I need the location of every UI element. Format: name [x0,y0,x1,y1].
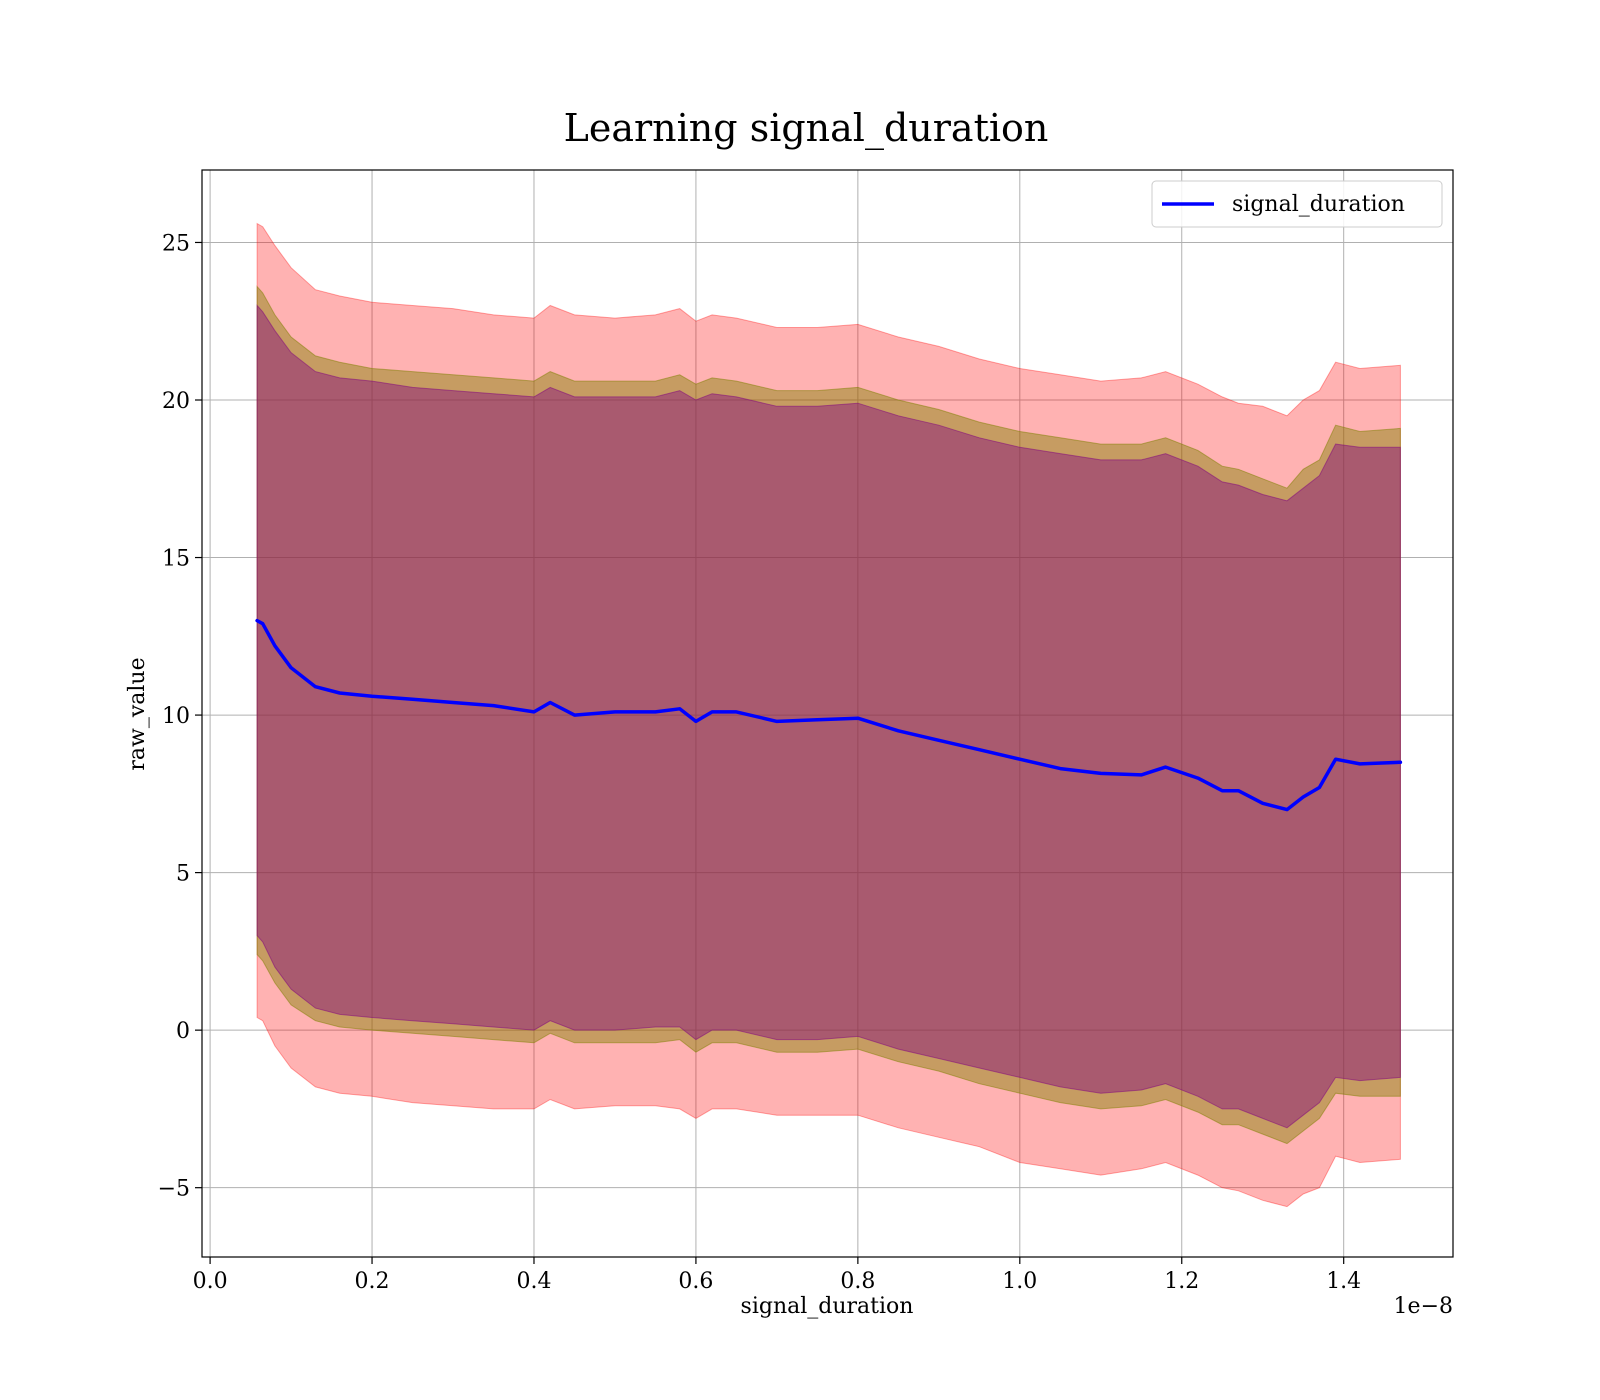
inner-band [256,304,1401,1129]
y-tick-label: 0 [176,1019,190,1044]
chart-title: Learning signal_duration [564,106,1049,151]
legend: signal_duration [1151,180,1443,228]
series-line-signal-duration [255,618,1403,812]
y-tick-label: 10 [162,704,190,729]
y-tick-label: 5 [176,862,190,887]
x-axis-label: signal_duration [741,1294,914,1319]
grid [202,170,1453,1257]
x-tick-label: 0.0 [193,1269,228,1294]
middle-band [256,285,1401,1145]
x-tick-label: 1.0 [1002,1269,1037,1294]
y-tick-label: 15 [162,547,190,572]
y-tick-label: 20 [162,389,190,414]
x-tick-label: 0.4 [516,1269,551,1294]
x-tick-label: 1.2 [1164,1269,1199,1294]
legend-label-signal-duration: signal_duration [1232,192,1405,217]
y-axis-ticks: −5 0 5 10 15 20 25 [158,231,202,1202]
outer-band [256,222,1401,1208]
plot-frame [201,169,1454,1258]
series-lines [255,618,1403,812]
y-tick-label: 25 [162,231,190,256]
x-tick-label: 1.4 [1326,1269,1361,1294]
bands [256,222,1401,1208]
x-axis-ticks: 0.0 0.2 0.4 0.6 0.8 1.0 1.2 1.4 [193,1257,1361,1294]
legend-box [1151,180,1443,228]
y-tick-label: −5 [158,1177,190,1202]
x-tick-label: 0.2 [355,1269,390,1294]
x-tick-label: 0.8 [840,1269,875,1294]
x-tick-label: 0.6 [678,1269,713,1294]
y-axis-label: raw_value [125,657,150,770]
x-axis-offset-label: 1e−8 [1394,1294,1453,1319]
